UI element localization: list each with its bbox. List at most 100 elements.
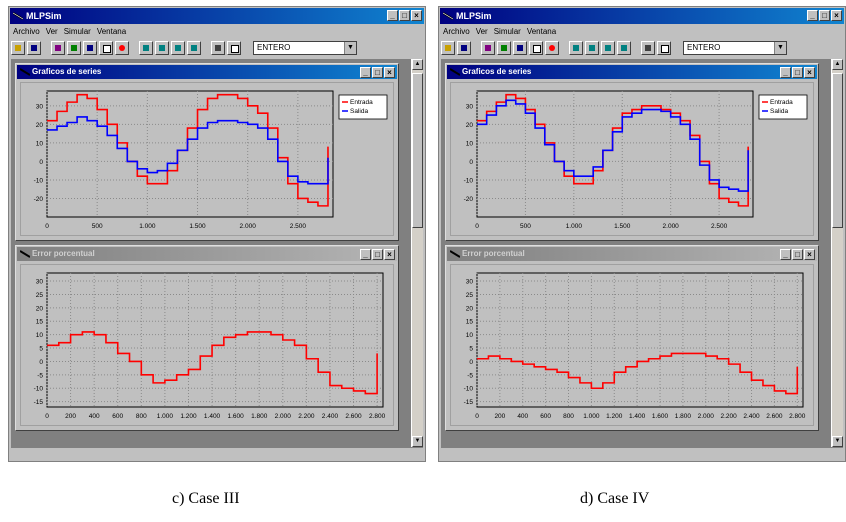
- error-chart-window[interactable]: Error porcentual _ □ × 0 200 400 600 800 1.00…: [445, 245, 819, 431]
- y-tick-label: 30: [466, 279, 474, 286]
- error-chart-window[interactable]: Error porcentual _ □ × 0 200 400 600 800 1.00…: [15, 245, 399, 431]
- y-tick-label: 30: [466, 103, 474, 110]
- scroll-up-icon[interactable]: ▲: [412, 59, 423, 70]
- window-logo-icon: [450, 68, 460, 76]
- y-tick-label: 10: [36, 332, 44, 339]
- x-tick-label: 1.000: [157, 413, 174, 420]
- minimize-button[interactable]: _: [780, 67, 791, 78]
- play-button-1[interactable]: [569, 41, 583, 55]
- camera-button[interactable]: [641, 41, 655, 55]
- menu-archivo[interactable]: Archivo: [443, 27, 470, 36]
- maximize-button[interactable]: □: [792, 67, 803, 78]
- cursor-button[interactable]: [657, 41, 671, 55]
- error-chart-case-iii: 0 200 400 600 800 1.000 1.200 1.400 1.600 1.800 2.…: [34, 272, 386, 420]
- open-button[interactable]: [11, 41, 25, 55]
- close-button[interactable]: ×: [411, 10, 422, 21]
- series-chart-window[interactable]: Graficos de series _ □ × 0 500 1.000 1.500 2…: [15, 63, 399, 241]
- train-button[interactable]: [67, 41, 81, 55]
- play-button-2[interactable]: [155, 41, 169, 55]
- x-tick-label: 2.200: [721, 413, 738, 420]
- menu-ventana[interactable]: Ventana: [96, 27, 127, 36]
- close-button[interactable]: ×: [804, 67, 815, 78]
- chevron-down-icon[interactable]: ▼: [344, 42, 356, 54]
- play-button-4[interactable]: [617, 41, 631, 55]
- stop-button[interactable]: [115, 41, 129, 55]
- x-tick-label: 400: [89, 413, 100, 420]
- scroll-up-icon[interactable]: ▲: [832, 59, 843, 70]
- play-button-4[interactable]: [187, 41, 201, 55]
- menu-simular[interactable]: Simular: [493, 27, 521, 36]
- type-select[interactable]: ENTERO ▼: [683, 41, 787, 55]
- x-tick-label: 1.400: [629, 413, 646, 420]
- scroll-down-icon[interactable]: ▼: [832, 436, 843, 447]
- document-button[interactable]: [99, 41, 113, 55]
- x-tick-label: 1.800: [675, 413, 692, 420]
- legend-box: [338, 94, 388, 120]
- close-button[interactable]: ×: [384, 67, 395, 78]
- save-button[interactable]: [457, 41, 471, 55]
- scroll-thumb[interactable]: [412, 73, 423, 228]
- close-button[interactable]: ×: [384, 249, 395, 260]
- play-button-1[interactable]: [139, 41, 153, 55]
- minimize-button[interactable]: _: [780, 249, 791, 260]
- legend-entry: Salida: [770, 108, 788, 115]
- caption-case-iv: d) Case IV: [580, 490, 650, 507]
- network-button[interactable]: [481, 41, 495, 55]
- x-tick-label: 2.600: [766, 413, 783, 420]
- error-series-line: [477, 352, 799, 395]
- y-tick-label: 10: [466, 140, 474, 147]
- grid-icon: [517, 45, 523, 51]
- train-button[interactable]: [497, 41, 511, 55]
- minimize-button[interactable]: _: [360, 249, 371, 260]
- network-button[interactable]: [51, 41, 65, 55]
- grid-button[interactable]: [513, 41, 527, 55]
- series-chart-titlebar: Graficos de series _ □ ×: [17, 65, 397, 79]
- menu-ver[interactable]: Ver: [45, 27, 58, 36]
- menu-archivo[interactable]: Archivo: [13, 27, 40, 36]
- x-tick-label: 1.500: [614, 223, 631, 230]
- minimize-button[interactable]: _: [360, 67, 371, 78]
- menu-simular[interactable]: Simular: [63, 27, 91, 36]
- play-icon: [143, 45, 149, 51]
- x-tick-label: 1.200: [180, 413, 197, 420]
- maximize-button[interactable]: □: [372, 249, 383, 260]
- maximize-button[interactable]: □: [372, 67, 383, 78]
- minimize-button[interactable]: _: [807, 10, 818, 21]
- minimize-button[interactable]: _: [387, 10, 398, 21]
- menu-ventana[interactable]: Ventana: [526, 27, 557, 36]
- app-title: MLPSim: [456, 11, 492, 21]
- scroll-down-icon[interactable]: ▼: [412, 436, 423, 447]
- cursor-button[interactable]: [227, 41, 241, 55]
- maximize-button[interactable]: □: [792, 249, 803, 260]
- play-button-2[interactable]: [585, 41, 599, 55]
- play-button-3[interactable]: [601, 41, 615, 55]
- open-button[interactable]: [441, 41, 455, 55]
- close-button[interactable]: ×: [831, 10, 842, 21]
- close-button[interactable]: ×: [804, 249, 815, 260]
- y-tick-label: 10: [466, 332, 474, 339]
- vertical-scrollbar[interactable]: ▲ ▼: [831, 59, 843, 447]
- series-chart-title: Graficos de series: [462, 67, 532, 76]
- maximize-button[interactable]: □: [819, 10, 830, 21]
- scroll-thumb[interactable]: [832, 73, 843, 228]
- y-tick-label: -15: [464, 399, 474, 406]
- chevron-down-icon[interactable]: ▼: [774, 42, 786, 54]
- stop-button[interactable]: [545, 41, 559, 55]
- save-button[interactable]: [27, 41, 41, 55]
- camera-button[interactable]: [211, 41, 225, 55]
- vertical-scrollbar[interactable]: ▲ ▼: [411, 59, 423, 447]
- grid-button[interactable]: [83, 41, 97, 55]
- document-button[interactable]: [529, 41, 543, 55]
- type-select[interactable]: ENTERO ▼: [253, 41, 357, 55]
- play-button-3[interactable]: [171, 41, 185, 55]
- play-icon: [159, 45, 165, 51]
- series-chart-window[interactable]: Graficos de series _ □ × 0 500 1.000 1.500 2…: [445, 63, 819, 241]
- x-tick-label: 1.400: [204, 413, 221, 420]
- app-title: MLPSim: [26, 11, 62, 21]
- legend-entry: Salida: [350, 108, 368, 115]
- app-logo-icon: [443, 12, 453, 20]
- maximize-button[interactable]: □: [399, 10, 410, 21]
- menu-ver[interactable]: Ver: [475, 27, 488, 36]
- x-tick-label: 2.500: [711, 223, 728, 230]
- stop-icon: [549, 45, 555, 51]
